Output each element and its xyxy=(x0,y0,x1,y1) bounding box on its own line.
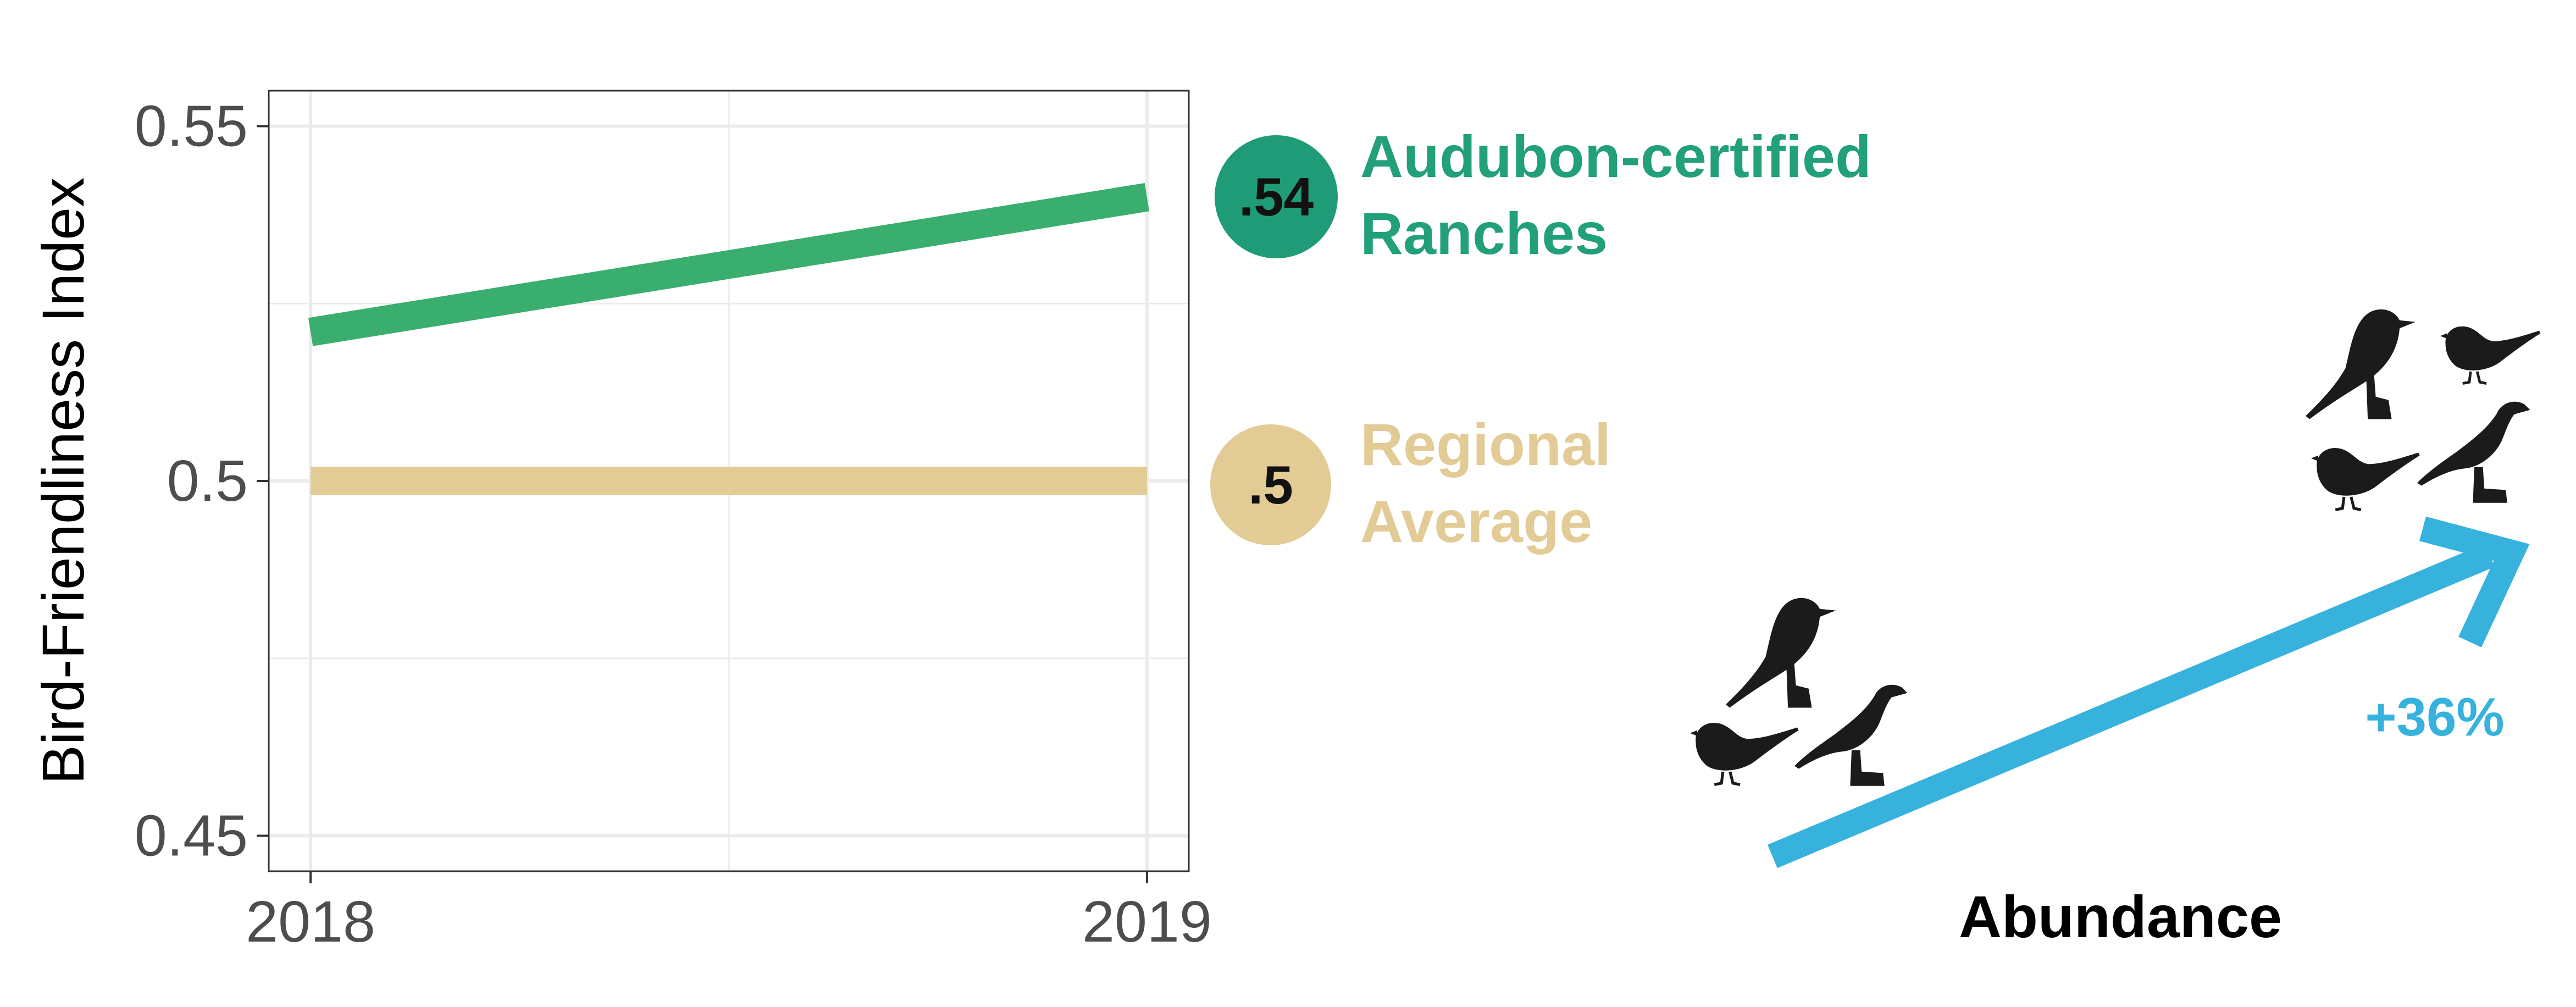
y-tick-label: 0.5 xyxy=(167,449,248,513)
increase-arrow-icon xyxy=(1768,516,2530,868)
bird-silhouette-icon xyxy=(1794,684,1908,786)
legend-certified-line2: Ranches xyxy=(1360,200,1608,267)
badge-certified xyxy=(1215,135,1338,258)
bird-silhouette-icon xyxy=(2417,401,2530,503)
bird-silhouette-icon xyxy=(2311,448,2420,510)
series-line-certified xyxy=(308,182,1150,346)
bird-silhouette-icon xyxy=(1726,597,1836,708)
legend-regional-line1: Regional xyxy=(1360,411,1611,478)
abundance-graphic: +36% Abundance xyxy=(1690,309,2540,950)
bird-silhouette-icon xyxy=(2440,327,2540,384)
legend-regional: .5 Regional Average xyxy=(1210,411,1611,555)
bird-silhouette-icon xyxy=(1690,723,1799,784)
legend-certified: .54 Audubon-certified Ranches xyxy=(1215,123,1871,267)
axis-ticks: 0.45 0.5 0.55 2018 2019 xyxy=(135,94,1212,954)
x-tick-label: 2018 xyxy=(246,889,375,954)
badge-certified-value: .54 xyxy=(1239,167,1314,227)
legend-certified-line1: Audubon-certified xyxy=(1360,123,1871,190)
y-tick-label: 0.55 xyxy=(135,94,248,159)
chart: 0.45 0.5 0.55 2018 2019 Bird-Friendliness In… xyxy=(30,90,1212,954)
abundance-label: Abundance xyxy=(1959,883,2282,950)
y-tick-label: 0.45 xyxy=(135,803,248,868)
y-axis-label: Bird-Friendliness Index xyxy=(30,178,96,784)
legend-regional-line2: Average xyxy=(1360,488,1592,555)
badge-regional xyxy=(1210,424,1331,545)
series-lines xyxy=(308,182,1150,495)
bird-silhouette-icon xyxy=(2306,309,2416,419)
x-tick-label: 2019 xyxy=(1082,889,1212,954)
bird-group-before xyxy=(1690,597,1908,786)
bird-group-after xyxy=(2306,309,2540,510)
abundance-change: +36% xyxy=(2365,687,2504,747)
badge-regional-value: .5 xyxy=(1248,455,1293,515)
